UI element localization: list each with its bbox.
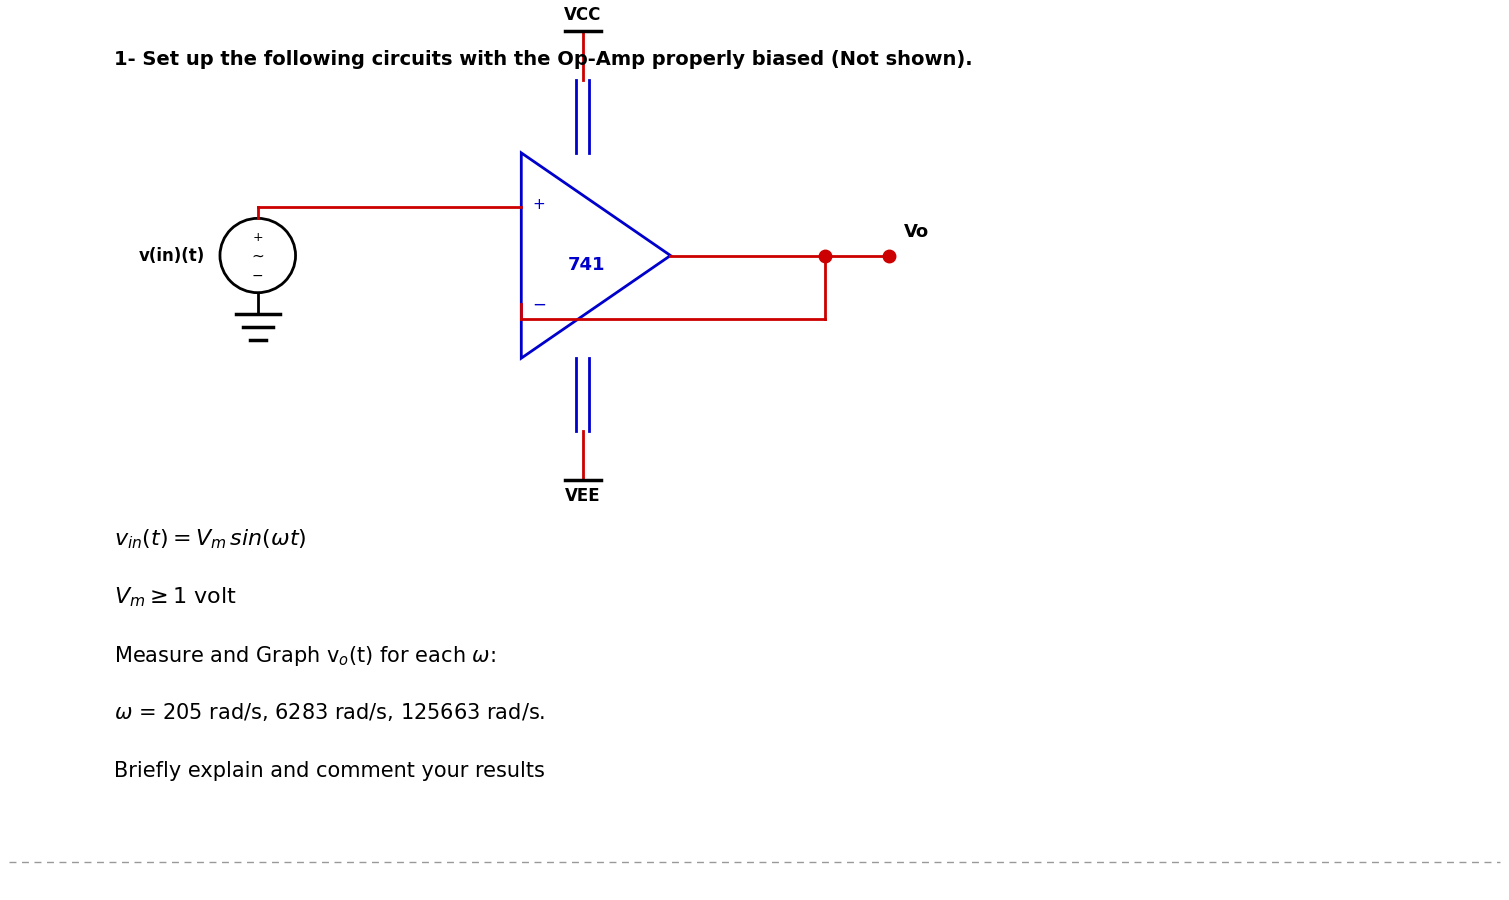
Text: +: + — [252, 231, 263, 245]
Text: 1- Set up the following circuits with the Op-Amp properly biased (Not shown).: 1- Set up the following circuits with th… — [113, 50, 972, 69]
Text: −: − — [252, 269, 264, 283]
Text: $V_m \geq 1$ volt: $V_m \geq 1$ volt — [113, 586, 237, 609]
Text: VEE: VEE — [566, 487, 601, 505]
Text: VCC: VCC — [564, 5, 602, 23]
Text: Measure and Graph v$_o$(t) for each $\omega$:: Measure and Graph v$_o$(t) for each $\om… — [113, 644, 495, 669]
Text: ~: ~ — [252, 249, 264, 264]
Text: Vo: Vo — [904, 223, 930, 241]
Text: +: + — [533, 197, 546, 212]
Text: v(in)(t): v(in)(t) — [139, 247, 205, 265]
Text: −: − — [533, 295, 546, 313]
Text: Briefly explain and comment your results: Briefly explain and comment your results — [113, 760, 545, 780]
Text: $\omega$ = 205 rad/s, 6283 rad/s, 125663 rad/s.: $\omega$ = 205 rad/s, 6283 rad/s, 125663… — [113, 701, 545, 723]
Text: $v_{in}(t) = V_m\,sin(\omega t)$: $v_{in}(t) = V_m\,sin(\omega t)$ — [113, 527, 306, 551]
Text: 741: 741 — [569, 256, 605, 274]
